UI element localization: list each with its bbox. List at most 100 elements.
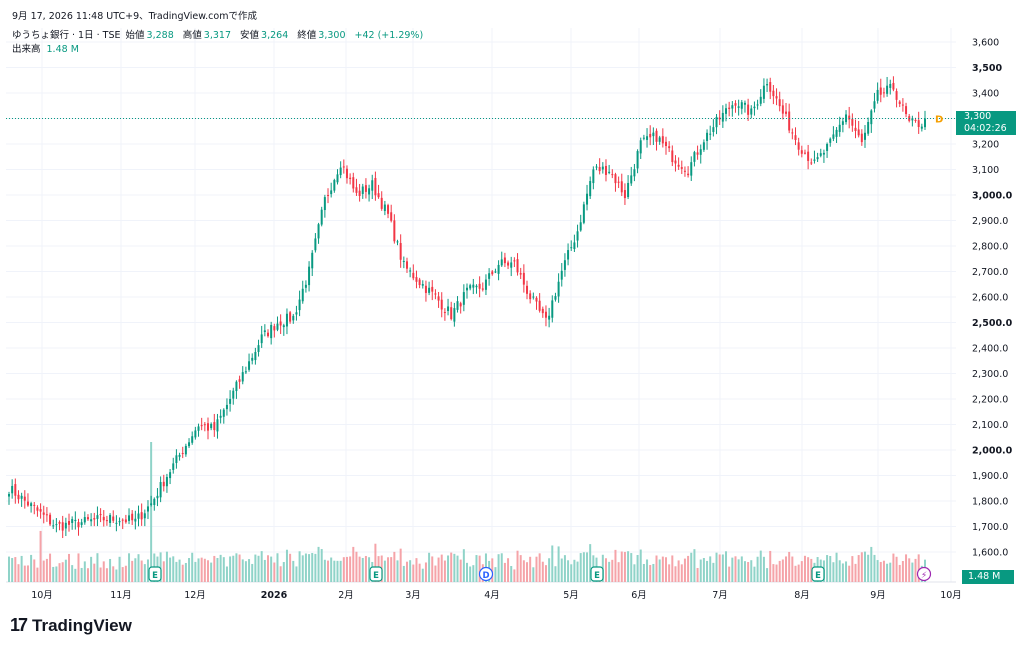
candle-body	[128, 515, 131, 521]
x-tick-label: 8月	[794, 590, 810, 601]
candle-body	[90, 519, 93, 522]
volume-bar	[58, 563, 61, 582]
volume-bar	[696, 567, 699, 582]
volume-bar	[611, 559, 614, 582]
candle-body	[563, 260, 566, 270]
tradingview-logo[interactable]: 17 TradingView	[10, 615, 132, 636]
y-tick-label: 3,400	[972, 89, 999, 100]
volume-bar	[118, 556, 121, 582]
volume-bar	[513, 569, 516, 582]
y-tick-label: 2,900.0	[972, 216, 1008, 227]
volume-bar	[459, 559, 462, 582]
volume-bar	[282, 562, 285, 582]
volume-bar	[466, 562, 468, 582]
volume-bar	[17, 564, 20, 582]
volume-bar	[418, 563, 421, 582]
volume-bar	[222, 557, 225, 582]
volume-bar	[494, 567, 497, 582]
volume-bar	[529, 556, 532, 582]
volume-bar	[11, 558, 14, 582]
volume-bar	[415, 558, 418, 582]
volume-bar	[368, 557, 371, 582]
candle-body	[36, 507, 39, 511]
volume-bar	[86, 568, 89, 582]
volume-bar	[497, 554, 500, 582]
volume-bar	[557, 546, 560, 582]
volume-bar	[725, 551, 728, 582]
y-tick-label: 2,200.0	[972, 395, 1008, 406]
volume-bar	[687, 555, 690, 582]
volume-bar	[854, 563, 857, 582]
candle-body	[554, 296, 557, 300]
volume-bar	[140, 560, 143, 582]
volume-bar	[45, 558, 48, 582]
candle-body	[355, 187, 358, 193]
candle-body	[314, 238, 317, 251]
candle-body	[826, 144, 829, 151]
volume-bar	[431, 556, 434, 582]
volume-bar	[320, 549, 323, 582]
volume-bar	[358, 556, 361, 582]
volume-bar	[914, 558, 917, 582]
volume-bar	[105, 568, 108, 582]
volume-bar	[526, 562, 529, 582]
candle-body	[886, 85, 889, 94]
volume-bar	[702, 558, 705, 582]
candle-body	[317, 224, 320, 239]
volume-bar	[421, 568, 424, 582]
x-tick-label: 3月	[405, 590, 421, 601]
volume-bar	[162, 561, 165, 582]
volume-bar	[841, 563, 844, 582]
volume-bar	[390, 557, 393, 582]
candle-body	[702, 142, 705, 150]
volume-bar	[731, 557, 734, 582]
volume-bar	[623, 551, 626, 582]
volume-bar	[829, 556, 832, 582]
candle-body	[412, 272, 415, 279]
volume-bar	[522, 560, 525, 582]
candle-body	[333, 180, 336, 191]
candle-body	[636, 151, 639, 169]
candle-body	[475, 285, 478, 288]
candle-body	[661, 136, 664, 144]
candle-body	[516, 259, 519, 273]
candle-body	[766, 84, 769, 86]
volume-bar	[604, 558, 607, 582]
x-tick-label: 10月	[31, 590, 53, 601]
x-tick-label: 7月	[712, 590, 728, 601]
candle-body	[431, 286, 434, 292]
lightning-icon	[916, 566, 932, 582]
volume-bar	[109, 558, 112, 582]
candle-body	[623, 190, 626, 199]
volume-bar	[383, 560, 386, 582]
volume-bar	[219, 554, 222, 582]
volume-bar	[810, 558, 813, 582]
candle-body	[905, 106, 908, 115]
candle-body	[71, 519, 74, 524]
volume-bar	[712, 562, 715, 582]
candle-body	[747, 104, 750, 115]
candle-body	[232, 390, 235, 399]
candle-body	[58, 522, 61, 524]
volume-bar	[238, 554, 241, 582]
candle-body	[405, 261, 408, 269]
volume-bar	[55, 566, 58, 582]
candle-body	[462, 292, 465, 305]
candle-body	[52, 525, 55, 527]
candle-body	[860, 133, 863, 143]
volume-bar	[551, 545, 554, 582]
low-label: 安値	[240, 30, 260, 41]
candle-body	[586, 193, 589, 205]
volume-bar	[128, 553, 131, 582]
candle-body	[112, 516, 115, 521]
candle-body	[513, 260, 516, 262]
volume-bar	[270, 556, 273, 582]
candle-body	[466, 287, 468, 291]
volume-bar	[756, 556, 759, 582]
volume-bar	[317, 546, 320, 582]
candle-body	[134, 518, 137, 522]
candle-body	[428, 287, 431, 293]
candle-body	[630, 175, 633, 184]
volume-bar	[184, 562, 187, 582]
candle-body	[23, 496, 26, 501]
